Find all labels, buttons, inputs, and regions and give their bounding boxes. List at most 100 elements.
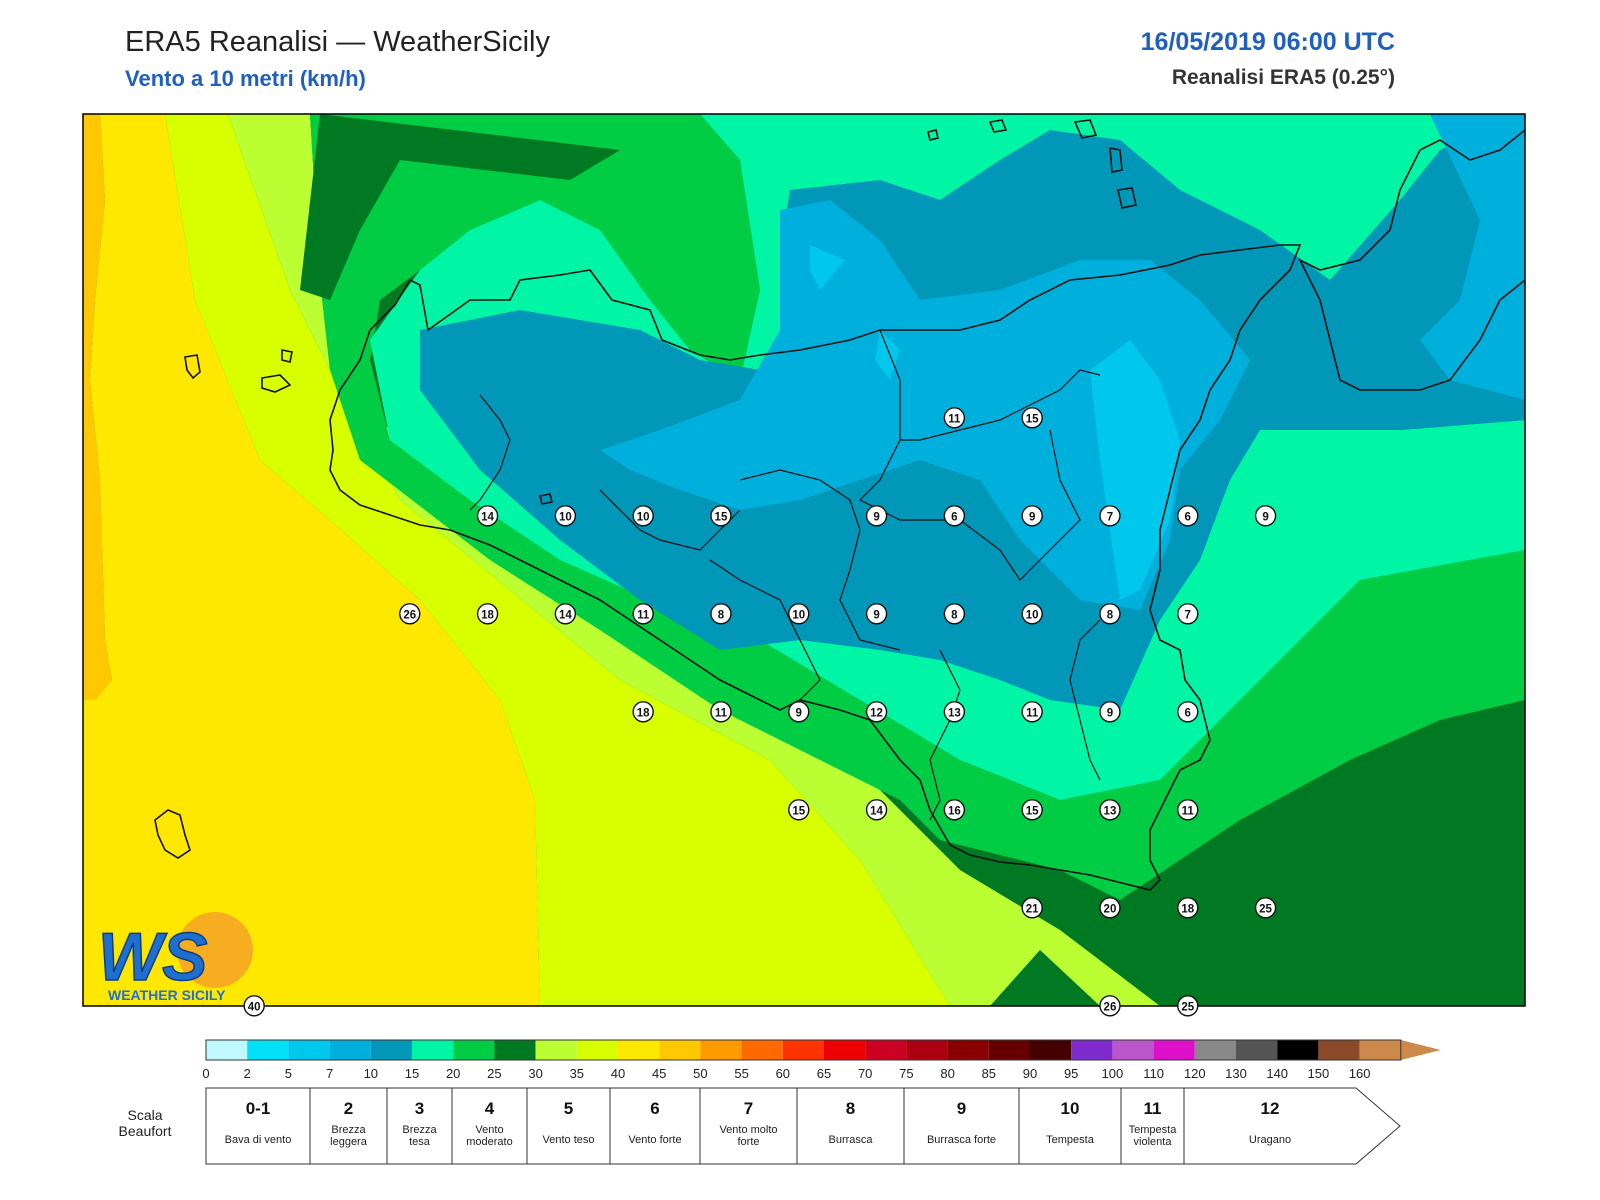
station-circle [1254,897,1277,919]
station-value: 14 [481,511,494,523]
beaufort-name: Burrasca [828,1134,873,1146]
station-circle [554,505,577,527]
station-value: 9 [1029,511,1035,523]
colorbar-tick-label: 65 [817,1066,831,1080]
band-35 [165,114,950,1006]
station-marker: 6 [943,505,966,527]
station-circle [943,701,966,723]
beaufort-cell-box [903,1087,1020,1165]
station-circle [632,701,654,723]
station-value: 7 [1107,511,1113,523]
station-circle [710,701,732,723]
station-value: 40 [248,1001,261,1013]
band-7-east [1420,114,1525,400]
station-circle [865,603,888,625]
levanzo-coastline [281,349,293,363]
station-value: 13 [1104,805,1117,817]
station-value: 14 [559,609,572,621]
colorbar-tick-label: 70 [858,1066,872,1080]
station-circle [1177,603,1199,625]
station-value: 16 [948,805,961,817]
station-circle [554,603,577,625]
station-circle [1099,603,1121,625]
band-45 [83,114,112,700]
colorbar-tick-label: 45 [652,1066,666,1080]
station-value: 11 [1182,805,1195,817]
colorbar-cell [1030,1040,1072,1060]
beaufort-name: Brezza tesa [402,1124,437,1148]
station-value: 11 [1026,707,1039,719]
border-palermo-messina [879,329,1101,441]
station-circle [1021,799,1043,821]
sicily-coastline [329,244,1302,891]
colorbar-cells [205,1039,1441,1061]
forecast-datetime: 16/05/2019 06:00 UTC [1140,28,1395,56]
station-marker: 8 [710,603,732,625]
colorbar-tick-label: 5 [285,1066,292,1080]
beaufort-cell: 8 Burrasca [796,1087,905,1165]
station-circle [1021,897,1043,919]
border-agrigento-caltanissetta [709,559,821,701]
station-marker: 9 [1021,505,1043,527]
station-marker: 9 [865,505,888,527]
station-marker: 15 [1021,799,1043,821]
station-value: 10 [1026,609,1039,621]
station-marker: 15 [788,799,810,821]
station-marker: 13 [1099,799,1121,821]
colorbar-tick-label: 25 [487,1066,501,1080]
coastlines [154,119,1525,891]
colorbar-tick-label: 20 [446,1066,460,1080]
lipari-coastline [1109,147,1123,173]
beaufort-cell-arrow [1183,1087,1401,1165]
station-circle [1177,701,1199,723]
beaufort-cell-box [609,1087,701,1165]
station-marker: 18 [1177,897,1199,919]
station-circle [632,505,654,527]
band-5-mid [875,330,900,380]
colorbar-tick-label: 85 [982,1066,996,1080]
station-circle [1099,897,1121,919]
station-value: 26 [403,609,416,621]
beaufort-label-2: Beaufort [119,1123,172,1139]
station-value: 6 [1185,707,1191,719]
beaufort-name: Vento teso [543,1134,595,1146]
station-marker: 25 [1254,897,1277,919]
colorbar: 0 2 5 7 10 15 20 25 30 35 40 45 50 55 60 65 70 75 80 85 90 95… [202,1039,1441,1080]
station-value: 26 [1104,1001,1117,1013]
station-marker: 26 [399,603,421,625]
colorbar-cell [988,1040,1030,1060]
station-circle [943,505,966,527]
colorbar-cell [206,1040,248,1060]
wind-map: 11 15 14 10 10 15 9 6 9 7 6 9 26 18 14 11 8 10 9 8 10 8 7 18 11 9… [82,113,1526,1017]
station-value: 10 [559,511,572,523]
station-circle [865,701,888,723]
beaufort-name: Vento forte [628,1134,681,1146]
beaufort-force: 5 [564,1099,573,1118]
station-value: 12 [870,707,883,719]
colorbar-cell [535,1040,577,1060]
station-circle [710,505,732,527]
station-marker: 25 [1177,995,1199,1017]
station-circle [1021,701,1043,723]
station-value: 18 [1181,903,1194,915]
colorbar-cell [453,1040,495,1060]
colorbar-labels: 0 2 5 7 10 15 20 25 30 35 40 45 50 55 60 65 70 75 80 85 90 95… [202,1066,1370,1080]
station-marker: 20 [1099,897,1121,919]
ustica-coastline [539,493,553,505]
station-circle [1099,995,1121,1017]
station-value: 9 [1262,511,1268,523]
filicudi-coastline [988,119,1008,133]
colorbar-frame [205,1039,1402,1061]
beaufort-name: Vento molto forte [719,1124,777,1148]
station-value: 15 [1026,805,1039,817]
beaufort-cell: 5 Vento teso [526,1087,611,1165]
colorbar-cell [1236,1040,1278,1060]
vulcano-coastline [1117,187,1137,209]
beaufort-cell-box [699,1087,798,1165]
border-ragusa [929,649,961,821]
beaufort-name: Burrasca forte [927,1134,996,1146]
colorbar-tick-label: 75 [899,1066,913,1080]
colorbar-cell [1277,1040,1319,1060]
station-circle [865,505,888,527]
station-value: 10 [792,609,805,621]
